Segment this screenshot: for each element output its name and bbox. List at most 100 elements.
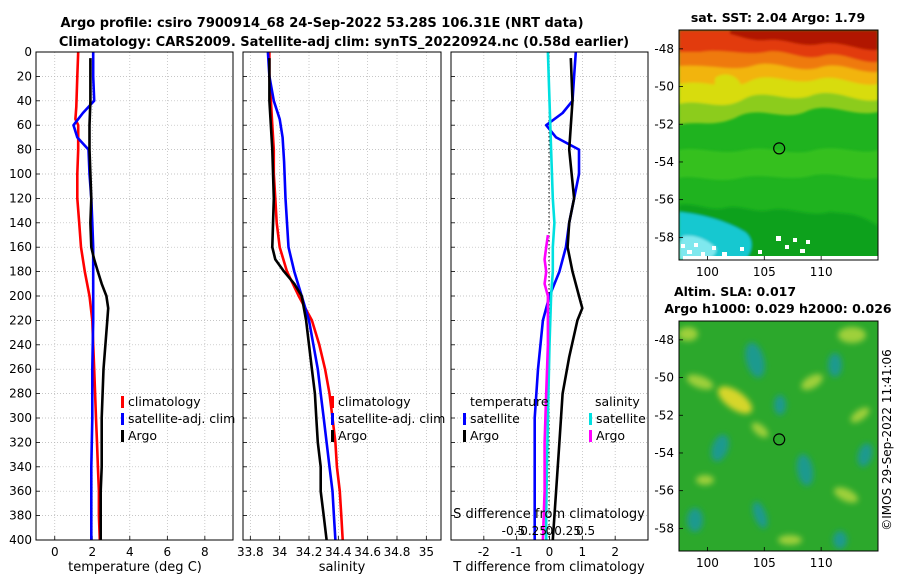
salinity-axes-frame bbox=[242, 51, 442, 541]
temperature-xlabel: temperature (deg C) bbox=[68, 560, 202, 575]
temperature-lines bbox=[72, 51, 110, 541]
salinity-xlabel: salinity bbox=[319, 560, 366, 575]
salinity-tick-labels: 33.8 34 34.2 34.4 34.6 34.8 35 bbox=[237, 545, 434, 559]
sla-high bbox=[717, 386, 753, 414]
sla-high bbox=[686, 374, 714, 390]
lon-tick-label: 105 bbox=[753, 265, 776, 279]
depth-tick-label: 380 bbox=[9, 509, 32, 523]
lat-tick-label: -56 bbox=[654, 484, 674, 498]
sst-lon-tick-labels: 100 105 110 bbox=[696, 256, 833, 279]
series-line-argo bbox=[268, 58, 328, 541]
legend-swatch-climatology bbox=[121, 396, 124, 408]
legend-label-satellite: satellite-adj. clim bbox=[338, 411, 445, 426]
depth-tick-label: 180 bbox=[9, 265, 32, 279]
x-tick-label: -1 bbox=[511, 545, 523, 559]
depth-tick-label: 340 bbox=[9, 460, 32, 474]
s-difference-tick-labels: -0.5-0.250 0.250.5 bbox=[502, 524, 595, 538]
salinity-difference-legend: salinity satellite Argo bbox=[589, 394, 646, 443]
depth-tick-label: 260 bbox=[9, 362, 32, 376]
sla-low bbox=[857, 443, 873, 467]
salinity-legend: climatology satellite-adj. clim Argo bbox=[331, 394, 445, 443]
series-line-satellite-adj-clim bbox=[72, 52, 96, 540]
legend-label-t-satellite: satellite bbox=[470, 411, 520, 426]
sst-zone-darkred bbox=[730, 30, 878, 51]
x-tick-label: 34.6 bbox=[354, 545, 381, 559]
salinity-lines bbox=[266, 51, 344, 541]
depth-tick-label: 300 bbox=[9, 411, 32, 425]
title-line-1: Argo profile: csiro 7900914_68 24-Sep-20… bbox=[60, 16, 583, 31]
sla-background bbox=[679, 321, 878, 551]
lat-tick-label: -56 bbox=[654, 193, 674, 207]
sla-high bbox=[801, 374, 823, 390]
t-difference-tick-labels: -2 -1 0 1 2 bbox=[478, 545, 619, 559]
s-difference-xlabel: S difference from climatology bbox=[453, 507, 645, 522]
x-tick-label: 34 bbox=[272, 545, 287, 559]
sla-map-subtitle: Argo h1000: 0.029 h2000: 0.026 bbox=[664, 301, 892, 316]
sla-low bbox=[828, 353, 842, 377]
lat-tick-label: -52 bbox=[654, 408, 674, 422]
sla-lon-tick-labels: 100 105 110 bbox=[696, 547, 833, 570]
sst-lat-tick-labels: -48 -50 -52 -54 -56 -58 bbox=[654, 42, 683, 244]
x-tick-label: 34.2 bbox=[296, 545, 323, 559]
temperature-panel: 0204060801001201401601802002202402602803… bbox=[9, 45, 235, 575]
legend-swatch-satellite bbox=[331, 413, 334, 425]
sla-map-title: Altim. SLA: 0.017 bbox=[674, 284, 796, 299]
t-difference-xlabel: T difference from climatology bbox=[452, 560, 645, 575]
sla-high bbox=[679, 327, 698, 341]
lat-tick-label: -58 bbox=[654, 521, 674, 535]
legend-label-satellite: satellite-adj. clim bbox=[128, 411, 235, 426]
legend-label-argo: Argo bbox=[338, 428, 367, 443]
title-line-2: Climatology: CARS2009. Satellite-adj cli… bbox=[59, 35, 629, 50]
x-tick-label: 0 bbox=[546, 545, 554, 559]
x-tick-label: 34.8 bbox=[384, 545, 411, 559]
legend-swatch-argo bbox=[121, 430, 124, 442]
temperature-axes-frame bbox=[35, 51, 234, 541]
legend-label-s-satellite: satellite bbox=[596, 411, 646, 426]
depth-tick-label: 0 bbox=[24, 45, 32, 59]
difference-panel: -2 -1 0 1 2 -0.5-0.250 0.250.5 S difference f… bbox=[450, 51, 649, 575]
sst-field bbox=[679, 30, 878, 260]
sla-high bbox=[696, 475, 714, 485]
sla-map-frame bbox=[678, 320, 879, 552]
x-tick-label: 33.8 bbox=[237, 545, 264, 559]
sla-lat-tick-labels: -48 -50 -52 -54 -56 -58 bbox=[654, 333, 683, 535]
sst-land-mask bbox=[681, 236, 878, 260]
depth-tick-label: 320 bbox=[9, 435, 32, 449]
legend-label-t-argo: Argo bbox=[470, 428, 499, 443]
lat-tick-label: -48 bbox=[654, 42, 674, 56]
difference-lines bbox=[533, 51, 584, 541]
lat-tick-label: -52 bbox=[654, 117, 674, 131]
legend-label-s-argo: Argo bbox=[596, 428, 625, 443]
sla-high bbox=[838, 327, 866, 343]
sla-high bbox=[751, 422, 769, 438]
series-line-salinity-satellite bbox=[544, 51, 556, 540]
lon-tick-label: 100 bbox=[696, 556, 719, 570]
temperature-legend: climatology satellite-adj. clim Argo bbox=[121, 394, 235, 443]
depth-tick-labels: 0 20 40 60 80 100 120 140 160 180 200 220 240 260 280 3… bbox=[9, 45, 32, 547]
sla-high bbox=[850, 407, 870, 423]
sla-high bbox=[778, 535, 802, 545]
depth-tick-label: 20 bbox=[17, 69, 32, 83]
x-tick-label: 34.4 bbox=[325, 545, 352, 559]
s-diff-tick-label: 0.25 bbox=[554, 524, 581, 538]
temperature-axes-background bbox=[36, 52, 233, 540]
legend-swatch-s-argo bbox=[589, 430, 592, 442]
lat-tick-label: -54 bbox=[654, 155, 674, 169]
depth-tick-label: 240 bbox=[9, 338, 32, 352]
legend-title-salinity: salinity bbox=[595, 394, 640, 409]
depth-tick-label: 100 bbox=[9, 167, 32, 181]
lat-tick-label: -54 bbox=[654, 446, 674, 460]
difference-axes-frame bbox=[450, 51, 649, 541]
sla-field bbox=[679, 321, 878, 551]
depth-tick-label: 60 bbox=[17, 118, 32, 132]
x-tick-label: 0 bbox=[51, 545, 59, 559]
lon-tick-label: 100 bbox=[696, 265, 719, 279]
depth-tick-label: 360 bbox=[9, 484, 32, 498]
depth-tick-label: 80 bbox=[17, 143, 32, 157]
salinity-panel: 33.8 34 34.2 34.4 34.6 34.8 35 salinity climat… bbox=[237, 51, 445, 575]
sst-patch-yellow bbox=[714, 74, 742, 97]
depth-tick-label: 220 bbox=[9, 313, 32, 327]
imos-watermark: ©IMOS 29-Sep-2022 11:41:06 bbox=[880, 349, 894, 531]
legend-swatch-t-satellite bbox=[463, 413, 466, 425]
